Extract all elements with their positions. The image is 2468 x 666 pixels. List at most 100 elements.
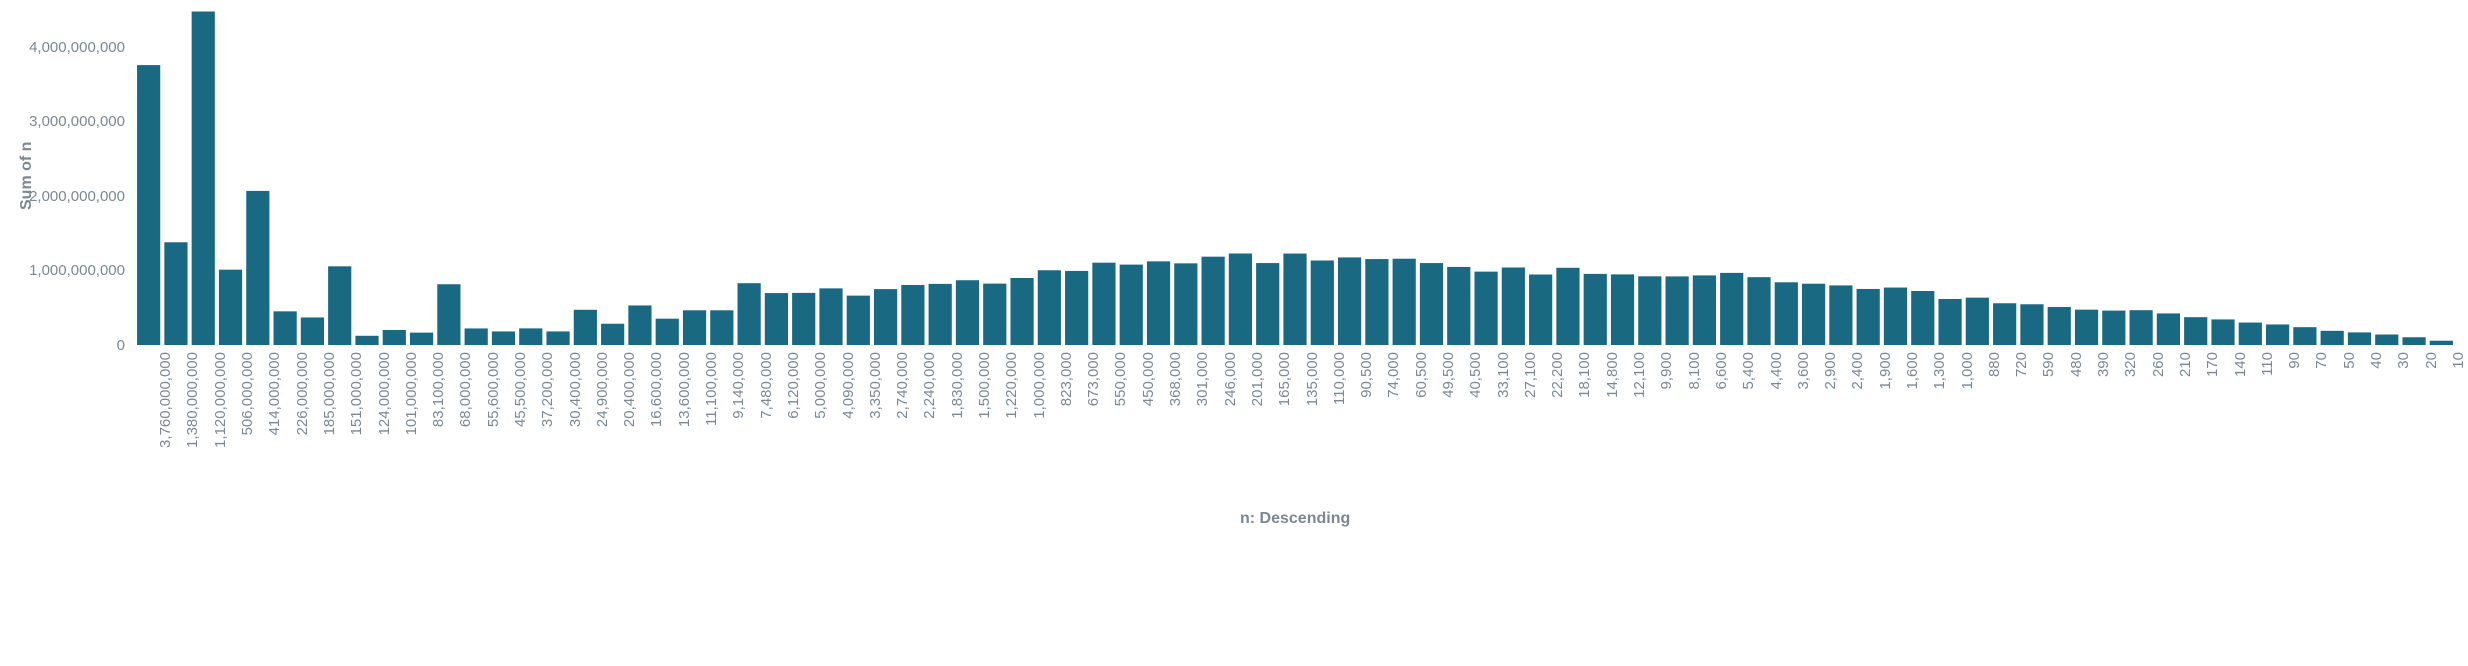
bar [2184, 317, 2207, 345]
bar [1447, 267, 1470, 345]
bar [410, 333, 433, 345]
x-tick-label: 2,900 [1822, 352, 1839, 522]
x-tick-label: 673,000 [1085, 352, 1102, 522]
x-tick-label: 9,140,000 [730, 352, 747, 522]
bar [847, 296, 870, 345]
x-tick-label: 110 [2259, 352, 2276, 522]
x-tick-label: 6,120,000 [785, 352, 802, 522]
bar [2375, 335, 2398, 345]
bar [2075, 310, 2098, 345]
bar [465, 328, 488, 345]
bar [492, 331, 515, 345]
bar [1147, 261, 1170, 345]
bar [956, 280, 979, 345]
x-tick-label: 40,500 [1467, 352, 1484, 522]
bar [2266, 324, 2289, 345]
x-tick-label: 10 [2450, 352, 2467, 522]
x-tick-label: 22,200 [1549, 352, 1566, 522]
x-tick-label: 151,000,000 [348, 352, 365, 522]
x-tick-label: 33,100 [1495, 352, 1512, 522]
bar [2020, 304, 2043, 345]
x-tick-label: 1,830,000 [949, 352, 966, 522]
x-tick-label: 506,000,000 [239, 352, 256, 522]
bar [683, 310, 706, 345]
x-tick-label: 185,000,000 [321, 352, 338, 522]
x-tick-label: 74,000 [1385, 352, 1402, 522]
bar [1010, 278, 1033, 345]
bar [1338, 257, 1361, 345]
x-tick-label: 110,000 [1331, 352, 1348, 522]
bar [929, 284, 952, 345]
plot-area [0, 0, 2468, 666]
bar [1911, 291, 1934, 345]
x-tick-label: 390 [2095, 352, 2112, 522]
bar [437, 284, 460, 345]
x-tick-label: 1,300 [1931, 352, 1948, 522]
bar [1938, 299, 1961, 345]
x-tick-label: 7,480,000 [758, 352, 775, 522]
x-tick-label: 9,900 [1658, 352, 1675, 522]
bar [1829, 285, 1852, 345]
x-tick-label: 30 [2395, 352, 2412, 522]
bar [2321, 331, 2344, 345]
x-tick-label: 1,000 [1959, 352, 1976, 522]
x-tick-label: 12,100 [1631, 352, 1648, 522]
x-tick-label: 2,240,000 [921, 352, 938, 522]
bar [164, 242, 187, 345]
x-tick-label: 5,400 [1740, 352, 1757, 522]
bar [901, 285, 924, 345]
bar [601, 324, 624, 345]
bar [1556, 268, 1579, 345]
bar [983, 284, 1006, 345]
bar [355, 336, 378, 345]
x-tick-label: 1,600 [1904, 352, 1921, 522]
x-tick-label: 14,800 [1604, 352, 1621, 522]
bar [1474, 272, 1497, 345]
x-tick-label: 480 [2068, 352, 2085, 522]
x-tick-label: 2,740,000 [894, 352, 911, 522]
x-tick-label: 3,350,000 [867, 352, 884, 522]
bar [1611, 274, 1634, 345]
bar [1311, 260, 1334, 345]
x-tick-label: 49,500 [1440, 352, 1457, 522]
x-tick-label: 880 [1986, 352, 2003, 522]
x-tick-label: 1,900 [1877, 352, 1894, 522]
bar [2348, 332, 2371, 345]
bar [819, 288, 842, 345]
x-tick-label: 13,600,000 [676, 352, 693, 522]
x-tick-label: 201,000 [1249, 352, 1266, 522]
x-tick-label: 301,000 [1194, 352, 1211, 522]
x-tick-label: 2,400 [1849, 352, 1866, 522]
bar [1802, 284, 1825, 345]
bar [1202, 257, 1225, 345]
x-tick-label: 368,000 [1167, 352, 1184, 522]
bar [546, 331, 569, 345]
bar [1747, 277, 1770, 345]
x-tick-label: 20,400,000 [621, 352, 638, 522]
bar [1229, 254, 1252, 346]
x-tick-label: 135,000 [1304, 352, 1321, 522]
x-tick-label: 27,100 [1522, 352, 1539, 522]
x-tick-label: 50 [2341, 352, 2358, 522]
bar [1065, 271, 1088, 345]
x-tick-label: 45,500,000 [512, 352, 529, 522]
bar [1092, 263, 1115, 345]
bar [2402, 337, 2425, 345]
bar [628, 305, 651, 345]
x-tick-label: 4,400 [1768, 352, 1785, 522]
x-tick-label: 83,100,000 [430, 352, 447, 522]
bar [1038, 270, 1061, 345]
x-tick-label: 720 [2013, 352, 2030, 522]
bar [192, 11, 215, 345]
x-tick-label: 101,000,000 [403, 352, 420, 522]
x-tick-label: 90,500 [1358, 352, 1375, 522]
x-tick-label: 1,220,000 [1003, 352, 1020, 522]
bar [656, 319, 679, 345]
x-tick-label: 20 [2423, 352, 2440, 522]
x-tick-label: 40 [2368, 352, 2385, 522]
x-tick-label: 55,600,000 [485, 352, 502, 522]
bar [1993, 303, 2016, 345]
bar [710, 310, 733, 345]
bar [792, 293, 815, 345]
x-tick-label: 24,900,000 [594, 352, 611, 522]
